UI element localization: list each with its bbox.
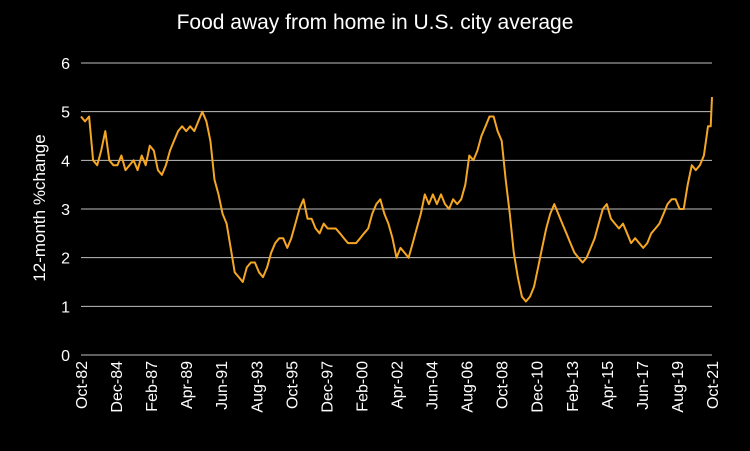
y-tick-label: 5 [61,105,70,122]
x-tick-labels: Oct-82 Dec-84 Feb-87 Apr-89 Jun-91 Aug-93 Oct-… [74,361,722,413]
x-tick-label: Oct-95 [284,361,301,409]
x-tick-label: Apr-15 [600,361,617,409]
x-tick-label: Dec-97 [319,361,336,413]
chart-title: Food away from home in U.S. city average [177,11,574,34]
x-tick-label: Oct-08 [495,361,512,409]
x-tick-label: Dec-84 [109,361,126,413]
x-tick-label: Jun-17 [635,361,652,410]
x-tick-label: Oct-21 [705,361,722,409]
x-tick-label: Apr-02 [390,361,407,409]
x-tick-label: Jun-91 [214,361,231,410]
y-tick-label: 1 [61,299,70,316]
x-tick-label: Feb-87 [144,361,161,412]
x-tick-label: Oct-82 [74,361,91,409]
y-tick-labels: 0 1 2 3 4 5 6 [61,56,70,365]
gridlines [81,62,712,356]
y-tick-label: 6 [61,56,70,73]
y-tick-label: 0 [61,348,70,365]
x-tick-label: Jun-04 [425,361,442,410]
x-tick-label: Aug-93 [249,361,266,413]
x-tick-label: Aug-06 [460,361,477,413]
y-axis-label: 12-month %change [30,134,49,281]
y-tick-label: 2 [61,251,70,268]
x-tick-label: Aug-19 [670,361,687,413]
y-tick-label: 4 [61,153,70,170]
x-tick-label: Dec-10 [530,361,547,413]
series-line [80,97,713,303]
y-tick-label: 3 [61,202,70,219]
x-tick-label: Feb-00 [354,361,371,412]
x-tick-label: Apr-89 [179,361,196,409]
x-tick-label: Feb-13 [565,361,582,412]
